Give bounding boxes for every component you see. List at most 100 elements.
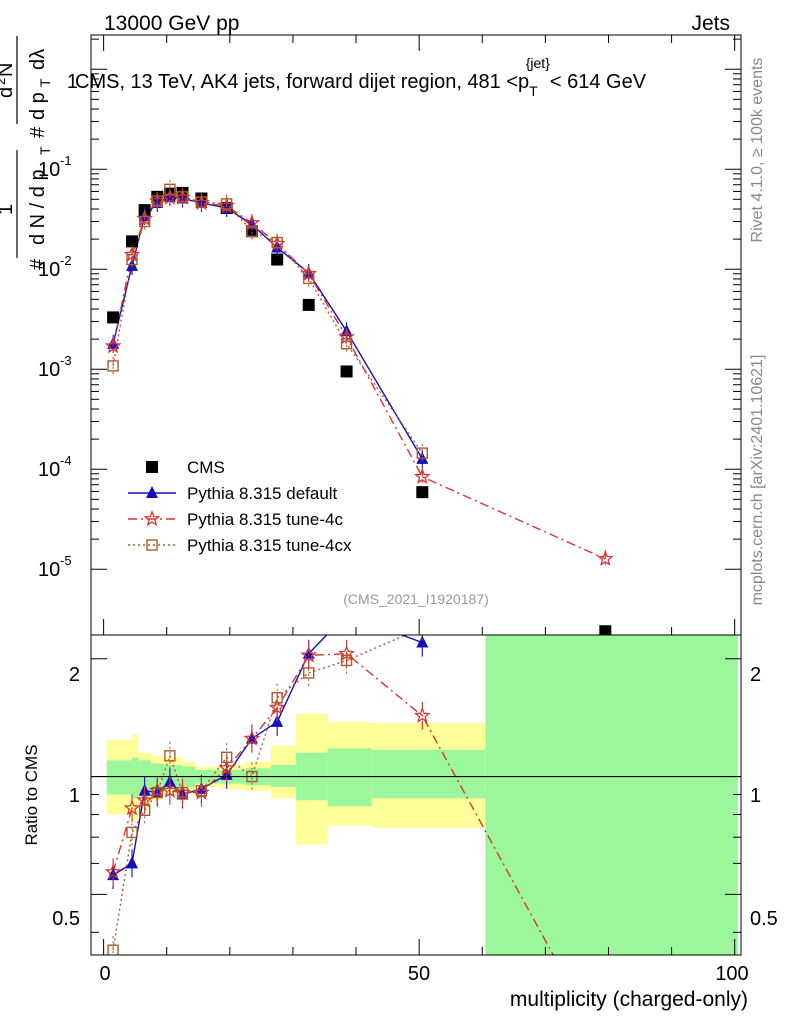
point-pythia-8-315-tune-4cx	[416, 447, 429, 459]
svg-text:d: d	[0, 87, 17, 98]
ratio-point-pythia-8-315-tune-4cx	[151, 786, 163, 799]
ratio-point-pythia-8-315-tune-4cx	[340, 654, 353, 667]
ratio-point-pythia-8-315-tune-4cx	[303, 667, 315, 679]
process-label: Jets	[691, 12, 730, 35]
legend: CMS Pythia 8.315 default Pythia 8.315 tune…	[128, 458, 352, 555]
point-pythia-8-315-tune-4cx	[126, 253, 138, 266]
xtick-100: 100	[715, 963, 748, 985]
ytick-main-5: 10	[38, 559, 60, 581]
point-cms	[302, 298, 315, 311]
ratio-point-pythia-8-315-tune-4cx	[138, 804, 151, 816]
point-pythia-8-315-tune-4cx	[340, 338, 353, 350]
point-pythia-8-315-tune-4cx	[220, 198, 233, 210]
legend-marker-pythia-8-315-default	[146, 486, 158, 498]
chart-title-tail: < 614 GeV	[550, 71, 647, 93]
line-pythia-8-315-default	[112, 196, 423, 460]
point-pythia-8-315-tune-4cx	[195, 196, 208, 208]
xtick-0: 0	[99, 963, 110, 985]
chart-title: CMS, 13 TeV, AK4 jets, forward dijet reg…	[75, 55, 647, 99]
axis-ticks	[91, 35, 741, 955]
legend-label-pythia-8-315-tune-4cx: Pythia 8.315 tune-4cx	[187, 536, 352, 555]
point-pythia-8-315-tune-4cx	[303, 272, 315, 285]
svg-text:dλ: dλ	[27, 49, 49, 70]
y-tick-labels-ratio: 0.5 1 2 0.5 1 2	[52, 664, 778, 930]
point-cms	[416, 486, 429, 499]
band-stat	[371, 749, 486, 799]
point-pythia-8-315-tune-4cx	[107, 360, 119, 372]
ratio-point-pythia-8-315-tune-4c	[123, 799, 141, 816]
analysis-id: (CMS_2021_I1920187)	[343, 591, 489, 607]
legend-marker-pythia-8-315-tune-4c	[143, 510, 161, 527]
y-tick-labels-main: 1 10-110-210-310-410-5	[38, 71, 78, 581]
legend-marker-cms	[146, 461, 158, 473]
x-tick-labels: 0 50 100	[99, 963, 748, 985]
band-stat	[132, 757, 139, 799]
beam-label: 13000 GeV pp	[104, 12, 239, 35]
svg-text:#: #	[27, 126, 49, 138]
band-stat	[485, 635, 738, 955]
ytick-ratio-left-1: 1	[69, 785, 80, 807]
xtick-50: 50	[408, 963, 430, 985]
ytick-ratio-right-1: 1	[750, 785, 761, 807]
point-pythia-8-315-tune-4c	[123, 245, 141, 262]
ytick-main-4: 10	[38, 459, 60, 481]
point-pythia-8-315-tune-4c	[300, 264, 318, 281]
ytick-main-1: 10	[38, 159, 60, 181]
chart-title-sup: {jet}	[526, 55, 550, 71]
point-cms	[340, 365, 353, 378]
ytick-ratio-left-0: 0.5	[52, 908, 80, 930]
svg-text:T: T	[37, 146, 53, 155]
svg-text:T: T	[37, 78, 53, 87]
ratio-point-pythia-8-315-tune-4cx	[220, 751, 233, 764]
legend-label-cms: CMS	[187, 458, 225, 477]
main-series-lines	[112, 188, 606, 560]
svg-text:d N / d p: d N / d p	[27, 169, 49, 245]
point-pythia-8-315-tune-4cx	[176, 191, 189, 203]
ytick-main-2: 10	[38, 259, 60, 281]
svg-text:N: N	[0, 63, 17, 77]
ratio-point-pythia-8-315-tune-4cx	[164, 750, 176, 762]
point-cms	[599, 625, 612, 635]
ratio-series-points	[104, 607, 431, 955]
ratio-point-pythia-8-315-tune-4cx	[126, 826, 138, 839]
ratio-point-pythia-8-315-default	[126, 856, 139, 869]
x-axis-label: multiplicity (charged-only)	[510, 988, 748, 1011]
point-cms	[126, 235, 139, 248]
ratio-point-pythia-8-315-tune-4c	[104, 863, 122, 880]
ytick-main-exp-2: -2	[60, 253, 72, 268]
ratio-point-pythia-8-315-tune-4cx	[107, 944, 119, 955]
legend-marker-pythia-8-315-tune-4cx	[146, 539, 158, 551]
y-axis-label: # 1 d N / d p T # d 2 N d p T dλ	[0, 36, 53, 270]
ratio-point-pythia-8-315-default	[416, 635, 429, 648]
ytick-main-exp-5: -5	[60, 553, 72, 568]
point-pythia-8-315-tune-4cx	[246, 225, 258, 237]
ytick-main-0: 1	[67, 71, 78, 93]
ytick-ratio-left-2: 2	[69, 664, 80, 686]
svg-text:2: 2	[0, 78, 8, 85]
legend-label-pythia-8-315-tune-4c: Pythia 8.315 tune-4c	[187, 510, 343, 529]
ratio-point-pythia-8-315-tune-4cx	[195, 785, 208, 797]
line-pythia-8-315-tune-4c	[112, 196, 606, 560]
main-series-points	[104, 180, 614, 635]
band-stat	[106, 760, 133, 795]
ytick-main-exp-4: -4	[60, 453, 72, 468]
point-pythia-8-315-tune-4cx	[138, 215, 151, 228]
point-cms	[107, 311, 120, 324]
ratio-y-label: Ratio to CMS	[22, 744, 41, 845]
ratio-point-pythia-8-315-tune-4c	[218, 759, 235, 776]
ratio-point-pythia-8-315-tune-4c	[161, 781, 179, 798]
ratio-point-pythia-8-315-tune-4c	[300, 646, 318, 663]
band-stat	[327, 748, 372, 807]
ratio-frame	[90, 634, 742, 956]
ratio-bands	[106, 635, 738, 955]
ytick-ratio-right-0: 0.5	[750, 908, 778, 930]
point-pythia-8-315-tune-4cx	[164, 183, 176, 196]
ytick-main-exp-3: -3	[60, 353, 72, 368]
point-pythia-8-315-tune-4c	[413, 468, 431, 484]
chart-title-sub: T	[529, 83, 538, 99]
source-label: mcplots.cern.ch [arXiv:2401.10621]	[749, 355, 766, 606]
chart-title-main: CMS, 13 TeV, AK4 jets, forward dijet reg…	[75, 71, 529, 93]
svg-text:d p: d p	[27, 92, 49, 120]
ratio-point-pythia-8-315-default	[341, 607, 353, 619]
